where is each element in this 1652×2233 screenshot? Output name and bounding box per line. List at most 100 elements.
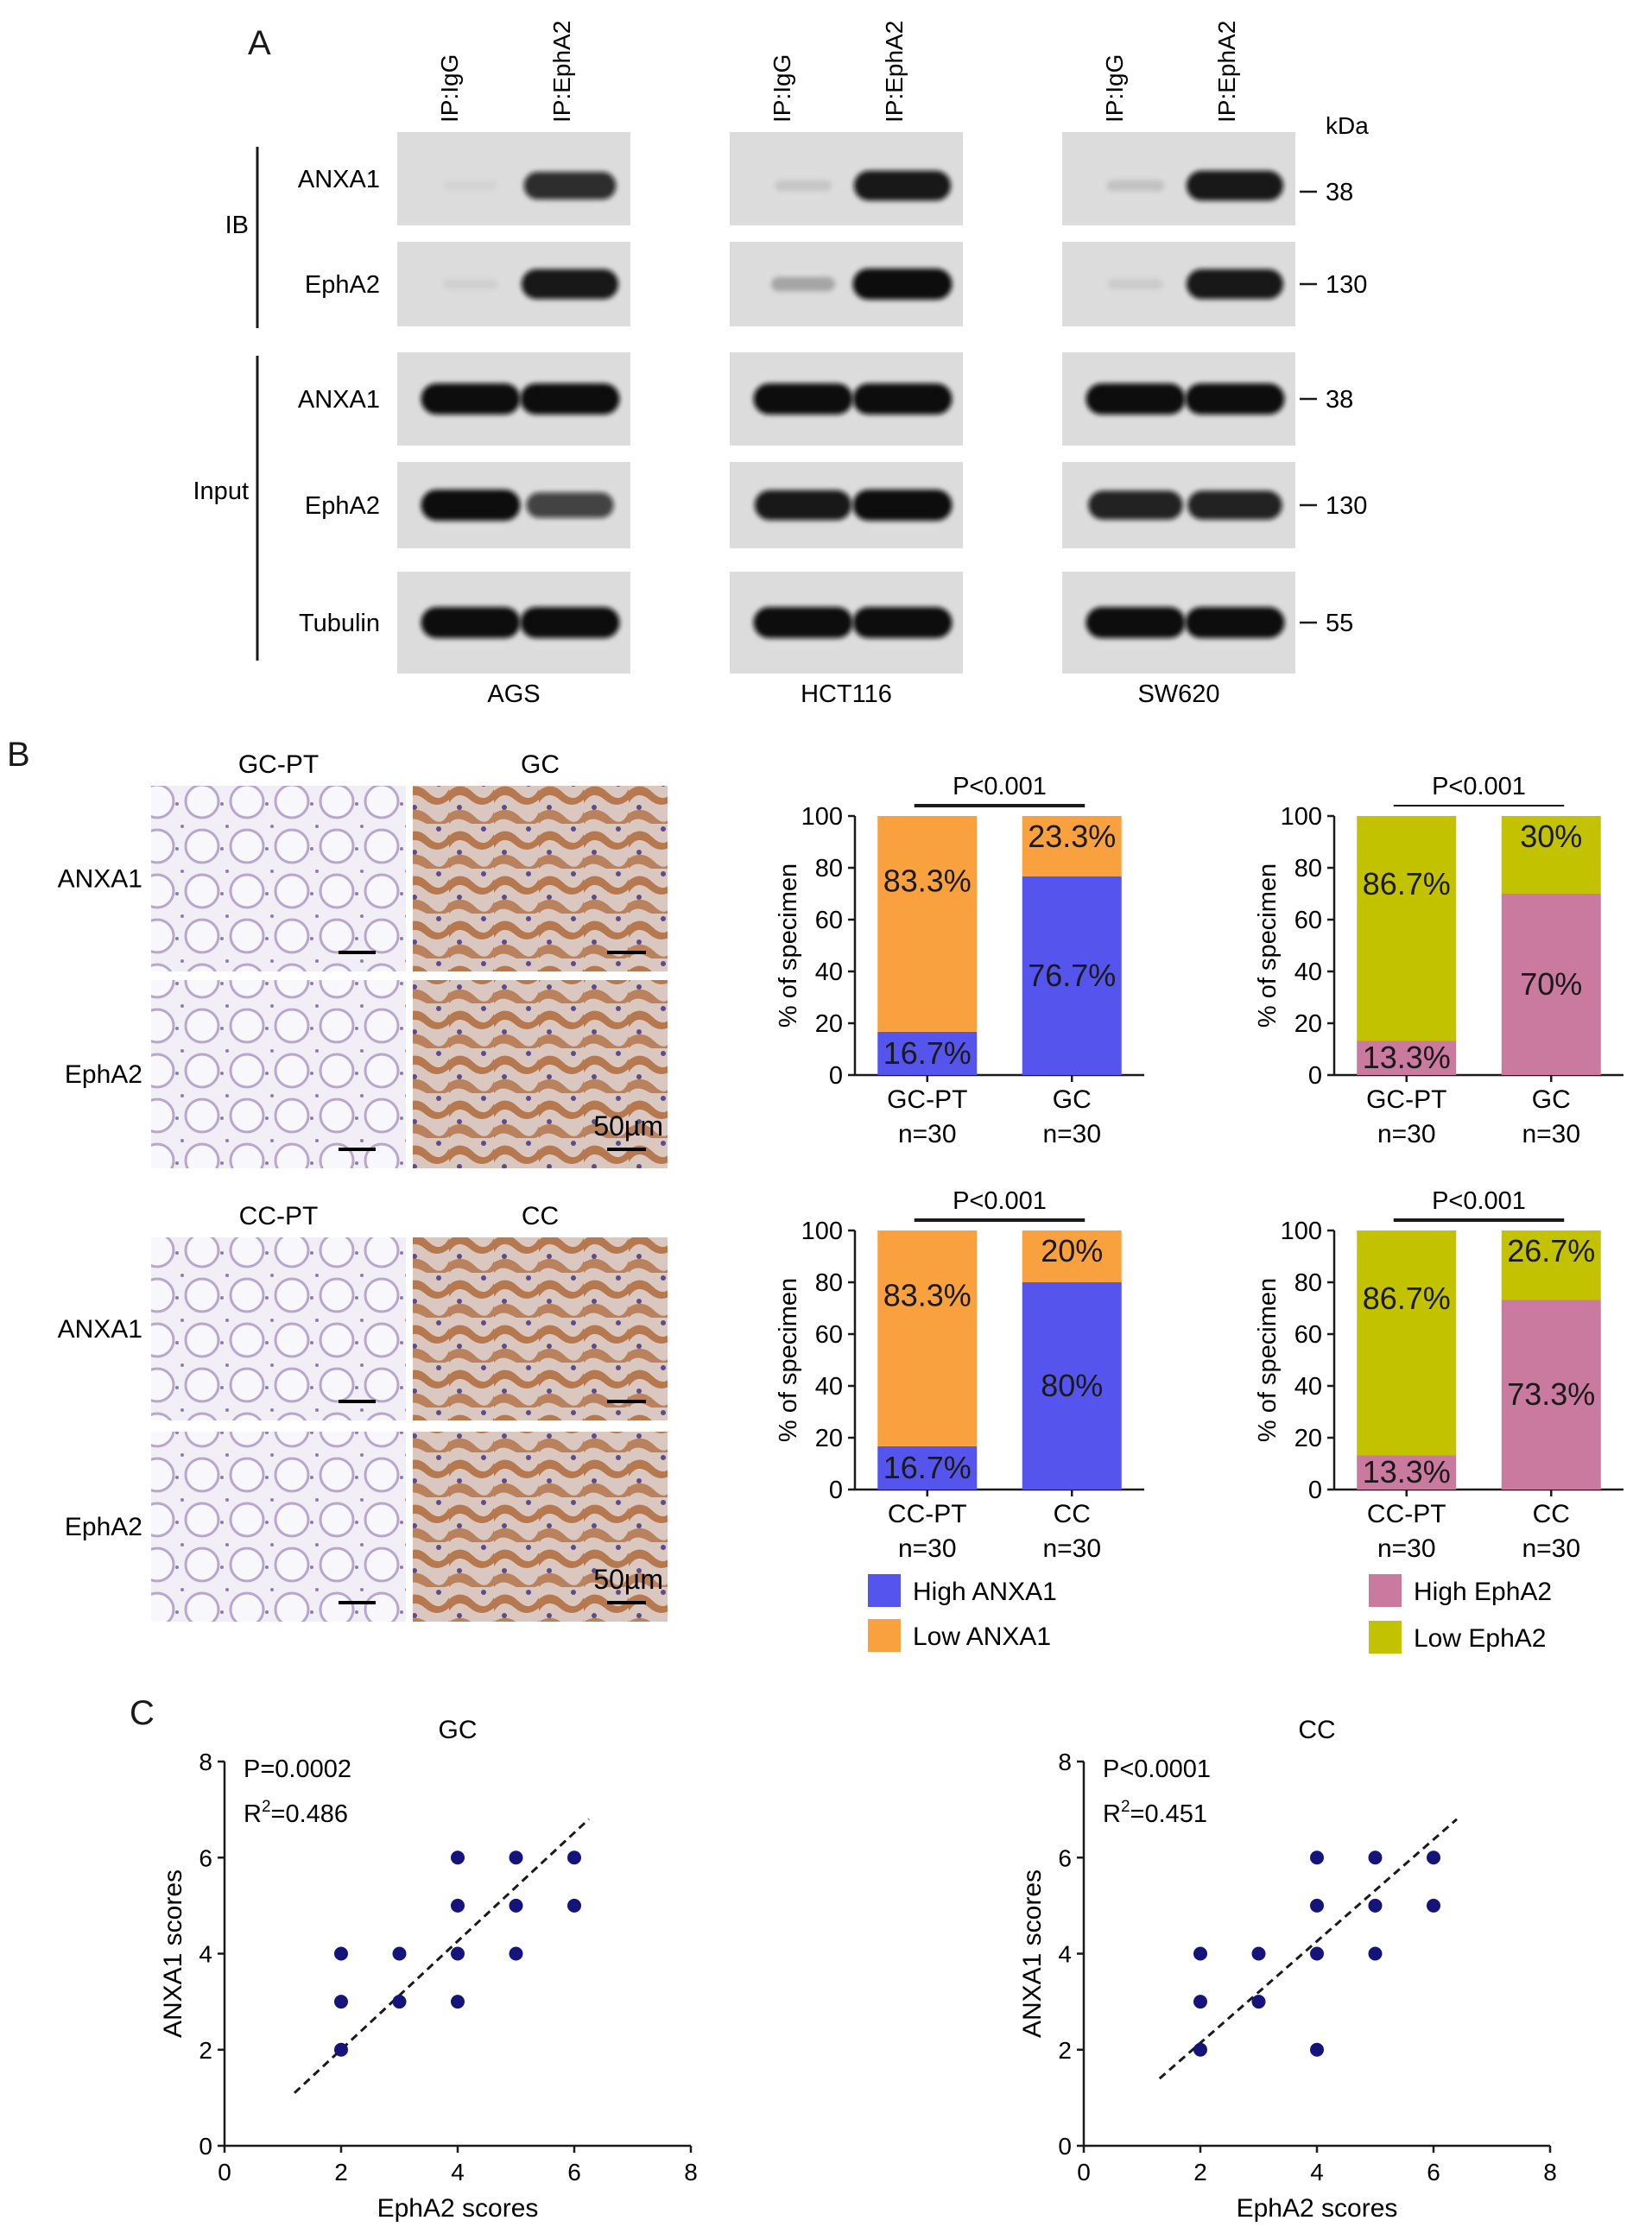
blot-row-label-epha2: EphA2 xyxy=(305,492,380,520)
lane-label-ip-epha2: IP:EphA2 xyxy=(881,21,908,123)
protein-band xyxy=(421,383,521,414)
y-tick-label: 8 xyxy=(1058,1749,1072,1775)
bar-chart-legends: High ANXA1 Low ANXA1 High EphA2 Low EphA2 xyxy=(868,1574,1552,1654)
x-tick-label: 2 xyxy=(334,2159,348,2186)
legend-swatch xyxy=(1369,1621,1402,1654)
ihc-image-tumor xyxy=(413,1237,668,1420)
scatter-point xyxy=(1368,1850,1383,1865)
y-axis-label: % of specimen xyxy=(775,1278,802,1442)
group-label-ib: IB xyxy=(225,212,249,239)
protein-band xyxy=(521,269,619,300)
bar-segment-high-anxa1 xyxy=(1022,876,1122,1075)
scatter-point xyxy=(567,1850,581,1865)
y-tick-label: 100 xyxy=(1281,803,1322,831)
protein-band xyxy=(1185,607,1285,638)
legend-label: High ANXA1 xyxy=(913,1578,1057,1606)
y-tick-label: 20 xyxy=(1294,1425,1322,1452)
legend-label: Low EphA2 xyxy=(1414,1624,1546,1653)
lane-label-ip-epha2: IP:EphA2 xyxy=(548,21,575,123)
scatter-point xyxy=(334,2042,348,2057)
x-tick-label: 6 xyxy=(1427,2159,1440,2186)
blot-row-label-anxa1: ANXA1 xyxy=(298,166,380,193)
x-tick-label: 8 xyxy=(684,2159,698,2186)
x-tick-label: GC xyxy=(1053,1085,1092,1114)
data-label: 76.7% xyxy=(1028,958,1116,993)
legend-label: High EphA2 xyxy=(1414,1578,1552,1606)
scatter-title: CC xyxy=(1298,1716,1335,1744)
scatter-plot-gc: GC 0 2 4 6 8 0 2 4 6 8 EphA2 scores ANXA1 scores P=0.… xyxy=(159,1716,698,2223)
mw-marker-label: 38 xyxy=(1326,386,1353,414)
scatter-point xyxy=(392,1995,407,2009)
data-label: 23.3% xyxy=(1028,819,1116,854)
legend-swatch xyxy=(868,1619,901,1652)
x-tick-label: n=30 xyxy=(1042,1120,1101,1148)
x-tick-label: 4 xyxy=(1310,2159,1324,2186)
y-tick-label: 40 xyxy=(815,958,843,986)
scatter-point xyxy=(509,1850,523,1865)
ihc-header-tumor: GC xyxy=(521,750,560,779)
ihc-image-tumor xyxy=(413,980,668,1168)
scatter-point xyxy=(1310,1898,1324,1913)
data-label: 16.7% xyxy=(883,1035,972,1071)
x-tick-label: CC xyxy=(1054,1500,1091,1528)
bar-segment-low-epha2 xyxy=(1501,1230,1601,1300)
lane-label-ip-epha2: IP:EphA2 xyxy=(1213,21,1240,123)
y-axis-label: % of specimen xyxy=(1254,863,1282,1028)
x-tick-label: CC xyxy=(1533,1500,1570,1528)
y-tick-label: 6 xyxy=(1058,1844,1072,1871)
r-squared-annotation: R2=0.451 xyxy=(1103,1798,1207,1828)
scatter-point xyxy=(509,1946,523,1961)
protein-band xyxy=(520,383,620,414)
p-value-label: P<0.001 xyxy=(953,1187,1047,1215)
scale-bar-label: 50µm xyxy=(593,1564,663,1595)
ihc-header-normal: GC-PT xyxy=(238,750,319,779)
bar-segment-high-anxa1 xyxy=(1022,1282,1122,1490)
data-label: 86.7% xyxy=(1363,866,1451,901)
protein-band xyxy=(771,276,835,292)
y-tick-label: 4 xyxy=(199,1941,212,1968)
y-axis-label: ANXA1 scores xyxy=(159,1869,187,2038)
x-tick-label: n=30 xyxy=(898,1534,957,1563)
x-axis-label: EphA2 scores xyxy=(1237,2194,1398,2223)
x-tick-label: n=30 xyxy=(1377,1120,1436,1148)
protein-band xyxy=(1088,490,1183,520)
scatter-point xyxy=(451,1995,465,2009)
regression-line xyxy=(1158,1818,1458,2080)
protein-band xyxy=(753,383,853,414)
y-tick-label: 20 xyxy=(815,1010,843,1038)
scatter-point xyxy=(451,1850,465,1865)
stacked-bar-chart-gc-anxa1: 0 20 40 60 80 100 % of specimen 16.7% 83.3% GC-PT… xyxy=(775,773,1144,1148)
kda-label: kDa xyxy=(1326,112,1369,139)
bar-segment-low-epha2 xyxy=(1501,816,1601,894)
protein-band xyxy=(852,607,953,638)
y-axis-label: % of specimen xyxy=(775,863,802,1028)
scatter-point xyxy=(509,1898,523,1913)
x-tick-label: 0 xyxy=(218,2159,231,2186)
x-axis-label: EphA2 scores xyxy=(377,2194,539,2223)
y-tick-label: 100 xyxy=(801,803,843,831)
protein-band xyxy=(443,180,498,191)
protein-band xyxy=(1086,607,1186,638)
ihc-image-tumor xyxy=(413,786,668,971)
data-label: 70% xyxy=(1520,966,1582,1002)
scatter-point xyxy=(1427,1850,1440,1865)
x-tick-label: 8 xyxy=(1543,2159,1557,2186)
scatter-point xyxy=(1251,1946,1266,1961)
y-tick-label: 0 xyxy=(1308,1477,1322,1504)
r-squared-annotation: R2=0.486 xyxy=(244,1798,348,1828)
protein-band xyxy=(775,180,832,192)
y-tick-label: 0 xyxy=(199,2133,212,2160)
ihc-header-tumor: CC xyxy=(522,1202,559,1230)
y-tick-label: 20 xyxy=(815,1425,843,1452)
protein-band xyxy=(1086,383,1186,414)
x-tick-label: GC xyxy=(1532,1085,1571,1114)
x-tick-label: n=30 xyxy=(1377,1534,1436,1563)
x-tick-label: n=30 xyxy=(898,1120,957,1148)
data-label: 20% xyxy=(1041,1233,1103,1268)
blot-row-label-tubulin: Tubulin xyxy=(299,610,380,637)
data-label: 83.3% xyxy=(883,863,972,898)
ihc-image-tumor xyxy=(413,1432,668,1622)
cell-line-label-sw620: SW620 xyxy=(1137,680,1219,708)
y-tick-label: 80 xyxy=(815,855,843,882)
scatter-plot-cc: CC 0 2 4 6 8 0 2 4 6 8 EphA2 scores ANXA1 scores P<0.… xyxy=(1018,1716,1557,2223)
